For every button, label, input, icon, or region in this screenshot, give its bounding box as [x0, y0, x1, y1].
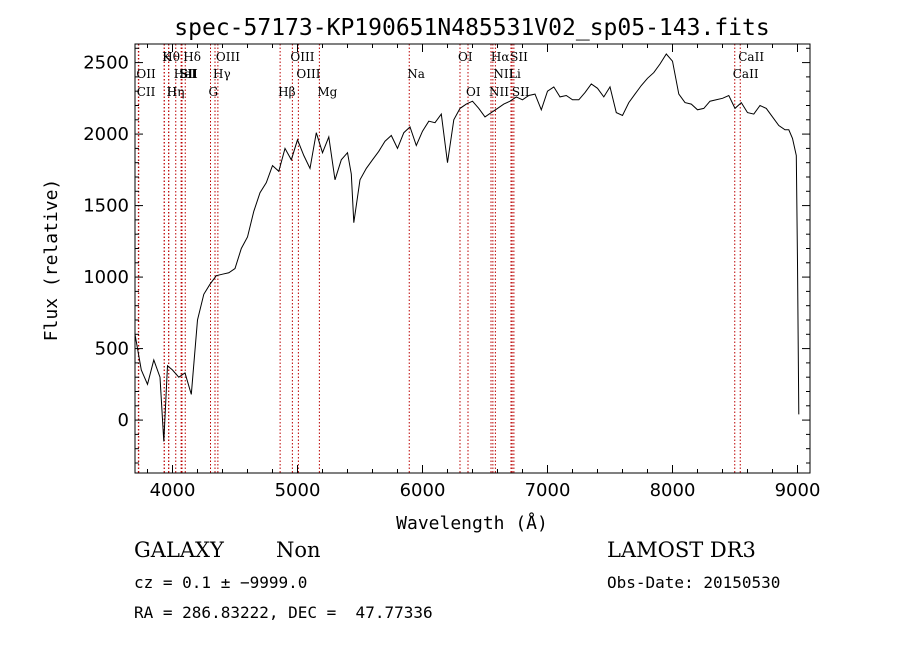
- line-label-11: Hγ: [213, 67, 231, 81]
- line-label-1: OII: [136, 67, 156, 81]
- line-label-15: Hβ: [278, 85, 295, 99]
- spectral-line-labels: HθOIICIIKHeIHηSIIHHδSIIOIIIHγGOIIIOIIIHβ…: [136, 50, 764, 99]
- line-label-17: Na: [407, 67, 425, 81]
- line-label-23: SII: [510, 50, 528, 64]
- spectral-line-markers: [137, 44, 741, 473]
- line-label-27: CaII: [733, 67, 759, 81]
- y-tick-label-500: 500: [95, 339, 129, 360]
- y-tick-label-2000: 2000: [83, 124, 129, 145]
- x-tick-label-8000: 8000: [650, 480, 696, 501]
- line-label-3: K: [162, 50, 172, 64]
- line-label-16: Mg: [317, 85, 337, 99]
- line-label-21: NII: [493, 67, 513, 81]
- line-label-6: SII: [179, 67, 197, 81]
- observation-date: Obs-Date: 20150530: [607, 573, 781, 592]
- line-label-22: NII: [489, 85, 509, 99]
- y-tick-label-1000: 1000: [83, 267, 129, 288]
- y-tick-label-0: 0: [118, 410, 129, 431]
- x-tick-label-5000: 5000: [275, 480, 321, 501]
- x-axis-label: Wavelength (Å): [396, 512, 548, 534]
- x-tick-label-4000: 4000: [150, 480, 196, 501]
- line-label-5: Hη: [167, 85, 185, 99]
- y-axis-label: Flux (relative): [41, 179, 62, 342]
- line-label-25: SII: [512, 85, 530, 99]
- chart-title: spec-57173-KP190651N485531V02_sp05-143.f…: [174, 15, 769, 41]
- line-label-12: G: [209, 85, 219, 99]
- ra-dec-coordinates: RA = 286.83222, DEC = 47.77336: [134, 603, 433, 622]
- line-label-0: Hθ: [162, 50, 180, 64]
- spectrum-series-line: [134, 53, 800, 442]
- line-label-26: CaII: [738, 50, 764, 64]
- spectrum-chart: spec-57173-KP190651N485531V02_sp05-143.f…: [41, 15, 821, 534]
- line-label-4: HeI: [174, 67, 197, 81]
- line-label-8: Hδ: [183, 50, 201, 64]
- y-tick-label-1500: 1500: [83, 196, 129, 217]
- line-label-10: OIII: [216, 50, 240, 64]
- x-tick-label-6000: 6000: [400, 480, 446, 501]
- plot-frame: [134, 43, 811, 474]
- x-axis-ticks: 4000 5000 6000 7000 8000 9000: [147, 44, 821, 501]
- line-label-13: OIII: [290, 50, 314, 64]
- line-label-2: CII: [137, 85, 156, 99]
- line-label-9: SII: [180, 67, 198, 81]
- line-label-18: OI: [458, 50, 473, 64]
- line-label-14: OIII: [296, 67, 320, 81]
- line-label-20: Hα: [491, 50, 510, 64]
- y-axis-ticks: 0 500 1000 1500 2000 2500: [83, 47, 810, 464]
- survey-name: LAMOST DR3: [607, 538, 756, 562]
- object-subclass: Non: [276, 538, 321, 562]
- redshift-cz: cz = 0.1 ± −9999.0: [134, 573, 308, 592]
- x-tick-label-9000: 9000: [775, 480, 821, 501]
- line-label-7: H: [167, 85, 177, 99]
- object-class: GALAXY: [134, 538, 224, 562]
- x-tick-label-7000: 7000: [525, 480, 571, 501]
- line-label-24: Li: [509, 67, 521, 81]
- y-tick-label-2500: 2500: [83, 53, 129, 74]
- line-label-19: OI: [466, 85, 481, 99]
